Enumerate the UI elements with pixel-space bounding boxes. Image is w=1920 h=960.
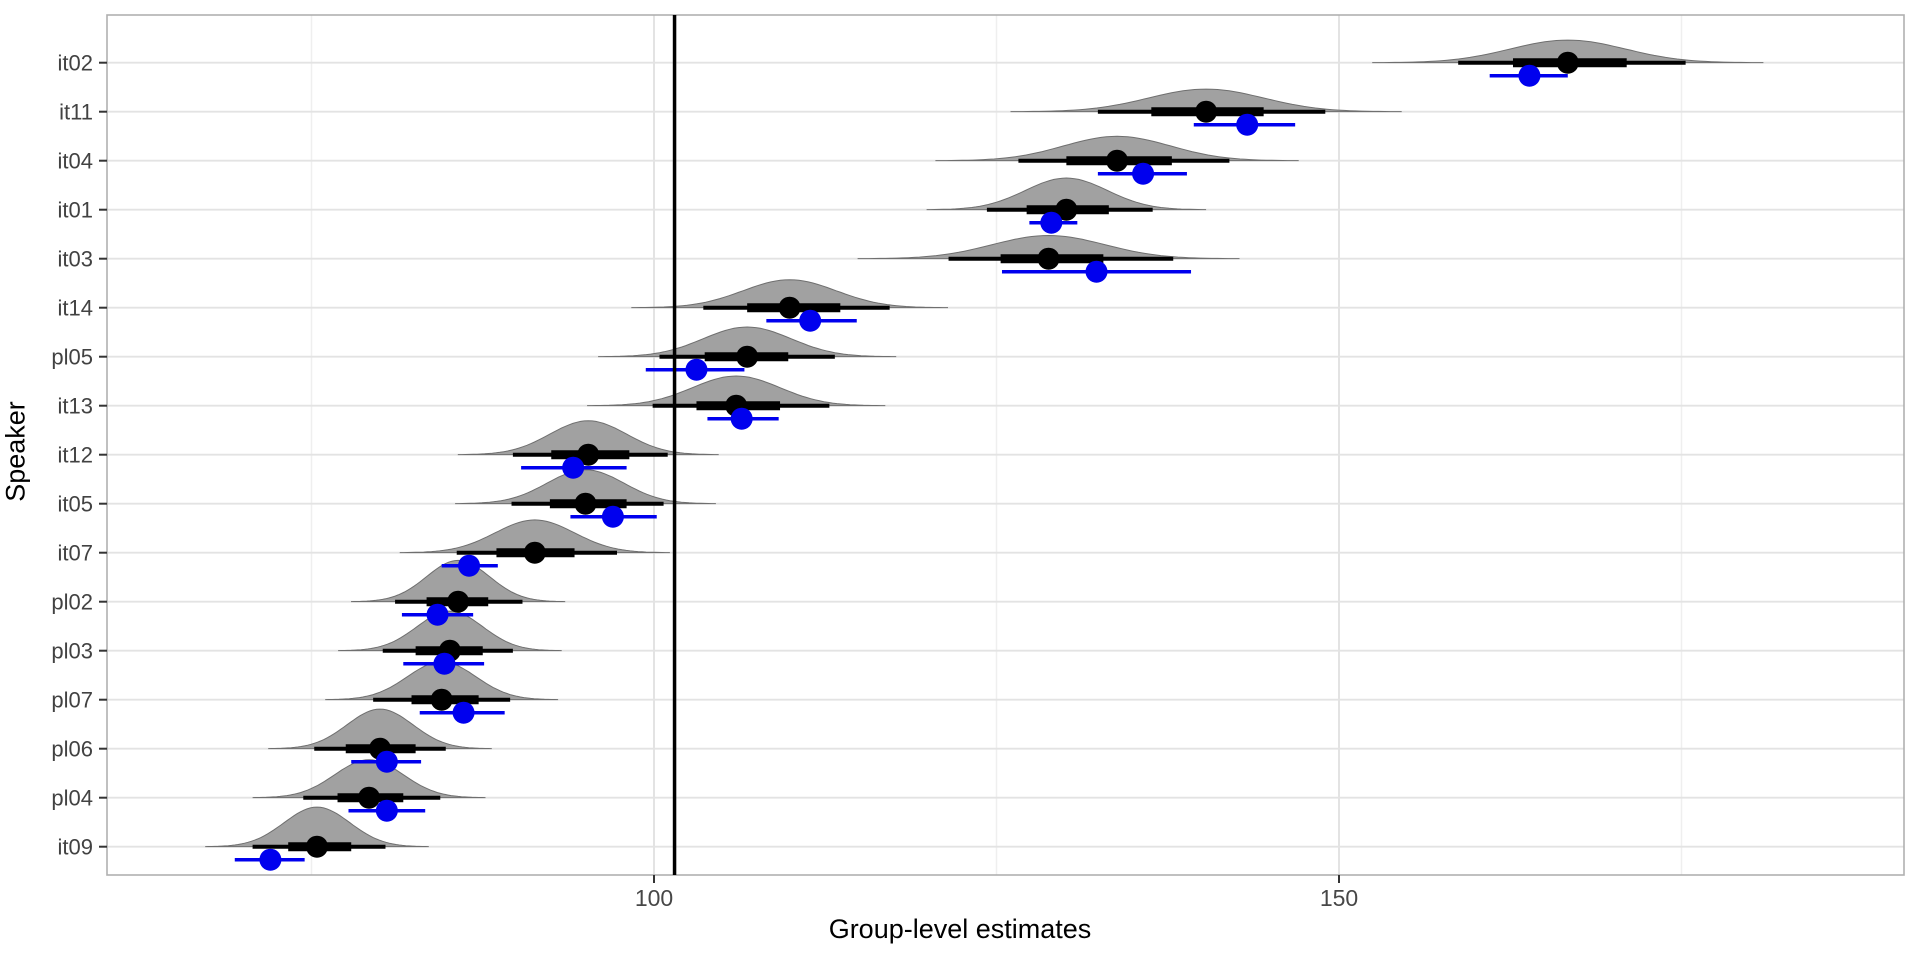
median-dot	[1055, 198, 1078, 221]
y-category-label: pl07	[51, 688, 93, 713]
y-category-label: it02	[58, 51, 93, 76]
density-curve	[399, 519, 670, 554]
density-curve	[631, 279, 948, 309]
observed-mean-dot	[1040, 211, 1063, 234]
density-curve	[268, 708, 492, 750]
observed-mean-dot	[685, 358, 708, 381]
observed-mean-dot	[452, 701, 475, 724]
observed-mean-dot	[259, 848, 282, 871]
y-category-label: it13	[58, 394, 93, 419]
observed-mean-dot	[1132, 162, 1155, 185]
observed-mean-dot	[1085, 260, 1108, 283]
density-curve	[457, 420, 719, 456]
median-dot	[447, 590, 470, 613]
median-dot	[736, 345, 759, 368]
density-curve	[1010, 88, 1402, 113]
median-dot	[430, 688, 453, 711]
y-category-label: it07	[58, 541, 93, 566]
observed-mean-dot	[562, 456, 585, 479]
plot-panel	[106, 14, 1905, 876]
density-curve	[205, 806, 429, 848]
observed-mean-dot	[601, 505, 624, 528]
median-dot	[1556, 51, 1579, 74]
y-category-label: it14	[58, 296, 93, 321]
observed-mean-dot	[375, 750, 398, 773]
observed-mean-dot	[375, 799, 398, 822]
y-category-label: it04	[58, 149, 93, 174]
x-tick-label: 150	[1320, 885, 1358, 911]
observed-mean-dot	[730, 407, 753, 430]
y-category-label: it12	[58, 443, 93, 468]
density-curve	[252, 759, 486, 799]
x-axis-title: Group-level estimates	[828, 914, 1092, 944]
observed-mean-dot	[426, 603, 449, 626]
y-axis-title: Speaker	[0, 401, 31, 502]
median-dot	[1195, 100, 1218, 123]
y-category-label: pl04	[51, 786, 93, 811]
median-dot	[358, 786, 381, 809]
observed-mean-dot	[1518, 64, 1541, 87]
median-dot	[577, 443, 600, 466]
y-category-label: it03	[58, 247, 93, 272]
median-dot	[574, 492, 597, 515]
observed-mean-dot	[1236, 113, 1259, 136]
density-curve	[587, 375, 886, 407]
density-curve	[935, 135, 1299, 162]
density-curve	[926, 177, 1207, 211]
observed-mean-dot	[799, 309, 822, 332]
y-category-label: it05	[58, 492, 93, 517]
observed-mean-dot	[458, 554, 481, 577]
median-dot	[305, 835, 328, 858]
median-dot	[523, 541, 546, 564]
density-curve	[338, 610, 562, 652]
median-dot	[1106, 149, 1129, 172]
density-curve	[857, 234, 1240, 260]
density-curve	[598, 326, 897, 358]
y-category-label: it09	[58, 835, 93, 860]
median-dot	[778, 296, 801, 319]
y-category-label: pl03	[51, 639, 93, 664]
y-category-label: pl02	[51, 590, 93, 615]
x-tick-label: 100	[635, 885, 673, 911]
y-category-label: it01	[58, 198, 93, 223]
y-category-label: pl05	[51, 345, 93, 370]
y-category-label: it11	[59, 100, 93, 125]
y-category-label: pl06	[51, 737, 93, 762]
median-dot	[1037, 247, 1060, 270]
observed-mean-dot	[433, 652, 456, 675]
density-curve	[1372, 39, 1764, 64]
